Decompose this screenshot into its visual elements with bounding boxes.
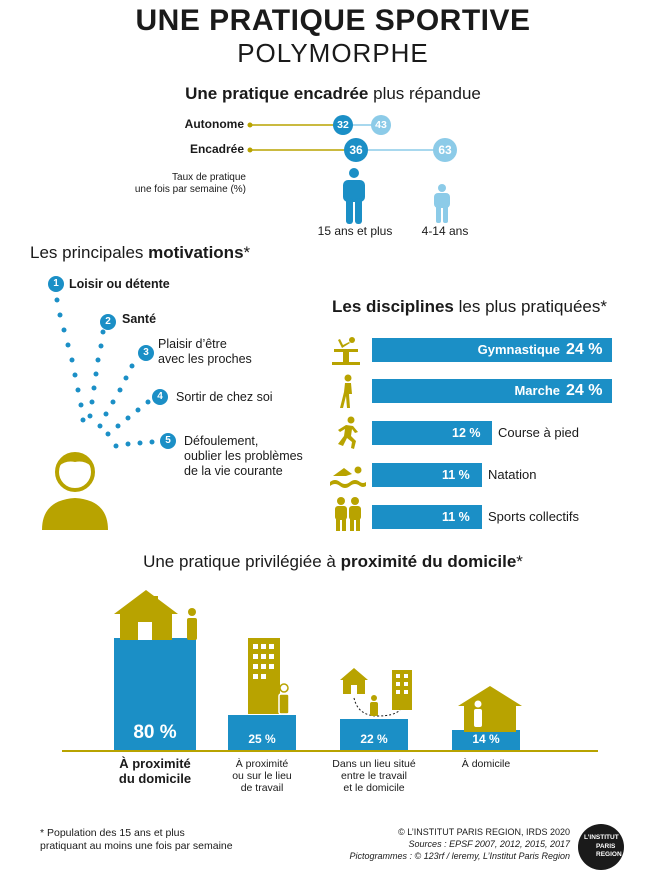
motivations-dot-rays [54, 297, 155, 449]
motivation-number-1: 1 [48, 276, 64, 292]
discipline-name: Gymnastique [477, 342, 560, 357]
section-encadree-title: Une pratique encadrée plus répandue [185, 84, 481, 103]
home-to-work-icon [340, 668, 412, 717]
discipline-bar [372, 463, 482, 487]
section-disciplines-title: Les disciplines les plus pratiquées* [332, 297, 607, 316]
discipline-percent: 24 % [566, 341, 603, 358]
motivation-number-5: 5 [160, 433, 176, 449]
autonome-adults-value: 32 [333, 115, 353, 135]
discipline-bar [372, 505, 482, 529]
child-person-icon [434, 184, 450, 223]
proximite-label: À domicile [461, 758, 511, 770]
office-building-icon [248, 638, 290, 715]
motivation-label-1: Loisir ou détente [69, 277, 170, 291]
proximite-label: Dans un lieu situé entre le travail et le … [332, 758, 416, 794]
discipline-name: Course à pied [498, 425, 579, 440]
autonome-start-dot [247, 122, 253, 128]
proximite-bar [228, 715, 296, 750]
discipline-name: Sports collectifs [488, 509, 580, 524]
motivation-label-2: Santé [122, 312, 157, 326]
proximite-label: À proximité du domicile [118, 756, 192, 786]
group-label-adults: 15 ans et plus [317, 224, 393, 238]
encadree-kids-value: 63 [433, 138, 457, 162]
group-label-kids: 4-14 ans [421, 224, 469, 238]
proximite-percent: 14 % [472, 732, 500, 746]
at-home-icon [458, 686, 522, 732]
discipline-percent: 24 % [566, 382, 603, 399]
pictograms-credit: Pictogrammes : © 123rf / leremy, L’Insti… [349, 851, 570, 861]
institut-paris-region-logo: L’INSTITUT PARIS REGION [578, 824, 624, 870]
proximite-label: À proximité ou sur le lieu de travail [232, 758, 292, 794]
proximite-percent: 80 % [133, 722, 177, 743]
proximite-baseline [62, 750, 598, 752]
proximite-bar [452, 730, 520, 750]
gymnastics-icon [332, 337, 360, 365]
encadree-adults-value: 36 [344, 138, 368, 162]
running-icon [338, 416, 358, 449]
adult-person-icon [343, 168, 365, 224]
discipline-bar [372, 338, 612, 362]
copyright: © L’INSTITUT PARIS REGION, IRDS 2020 [398, 827, 570, 837]
motivation-label-3: Plaisir d’être avec les proches [158, 337, 252, 366]
swimming-icon [330, 466, 366, 488]
discipline-bar [372, 379, 612, 403]
proximite-bar [340, 719, 408, 750]
discipline-percent: 12 % [452, 426, 481, 440]
motivation-label-5: Défoulement, oublier les problèmes de la v… [184, 434, 303, 478]
discipline-percent: 11 % [442, 510, 470, 524]
autonome-kids-value: 43 [371, 115, 391, 135]
footer-note: * Population des 15 ans et plus pratiqua… [40, 827, 233, 852]
proximite-percent: 25 % [248, 732, 276, 746]
discipline-name: Marche [514, 383, 560, 398]
footer-credits: © L’INSTITUT PARIS REGION, IRDS 2020 Sou… [340, 826, 570, 862]
row-label-encadree: Encadrée [189, 142, 244, 156]
discipline-percent: 11 % [442, 468, 470, 482]
page-title: UNE PRATIQUE SPORTIVE [135, 4, 531, 37]
section-proximite-title: Une pratique privilégiée à proximité du … [143, 552, 523, 571]
encadree-dot-chart [247, 122, 445, 153]
motivation-label-4: Sortir de chez soi [176, 390, 273, 404]
thinking-person-icon [42, 452, 108, 530]
motivation-number-3: 3 [138, 345, 154, 361]
home-with-person-icon [114, 590, 197, 640]
walking-icon [340, 374, 352, 408]
page-subtitle: POLYMORPHE [237, 38, 429, 68]
motivation-number-2: 2 [100, 314, 116, 330]
encadree-start-dot [247, 147, 253, 153]
motivation-number-4: 4 [152, 389, 168, 405]
discipline-name: Natation [488, 467, 537, 482]
team-sports-icon [335, 497, 361, 531]
proximite-percent: 22 % [360, 732, 388, 746]
sources: Sources : EPSF 2007, 2012, 2015, 2017 [408, 839, 570, 849]
discipline-bar [372, 421, 492, 445]
row-label-autonome: Autonome [184, 117, 244, 131]
proximite-bar [114, 638, 196, 750]
encadree-caption: Taux de pratique une fois par semaine (%… [134, 172, 246, 195]
section-motivations-title: Les principales motivations* [30, 243, 251, 262]
